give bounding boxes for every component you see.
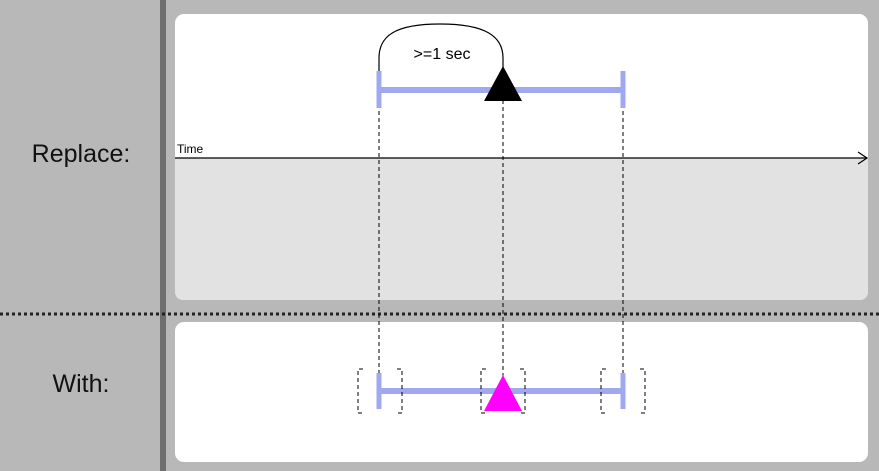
replace-event-marker[interactable] (484, 66, 522, 101)
with-event-marker[interactable] (484, 375, 522, 411)
time-axis-label: Time (177, 142, 204, 156)
vertical-divider (160, 0, 166, 471)
bracket-event-left (480, 368, 486, 414)
bracket-end-left (600, 368, 606, 414)
bracket-end-right (640, 368, 646, 414)
duration-label: >=1 sec (414, 46, 471, 63)
time-axis-arrowhead (857, 151, 869, 165)
bracket-start-left (357, 368, 363, 414)
duration-arc (378, 23, 504, 71)
bracket-start-right (397, 368, 403, 414)
with-label: With: (52, 370, 110, 398)
timeline-band (175, 158, 868, 300)
replace-label: Replace: (31, 140, 131, 168)
bracket-event-right (520, 368, 526, 414)
